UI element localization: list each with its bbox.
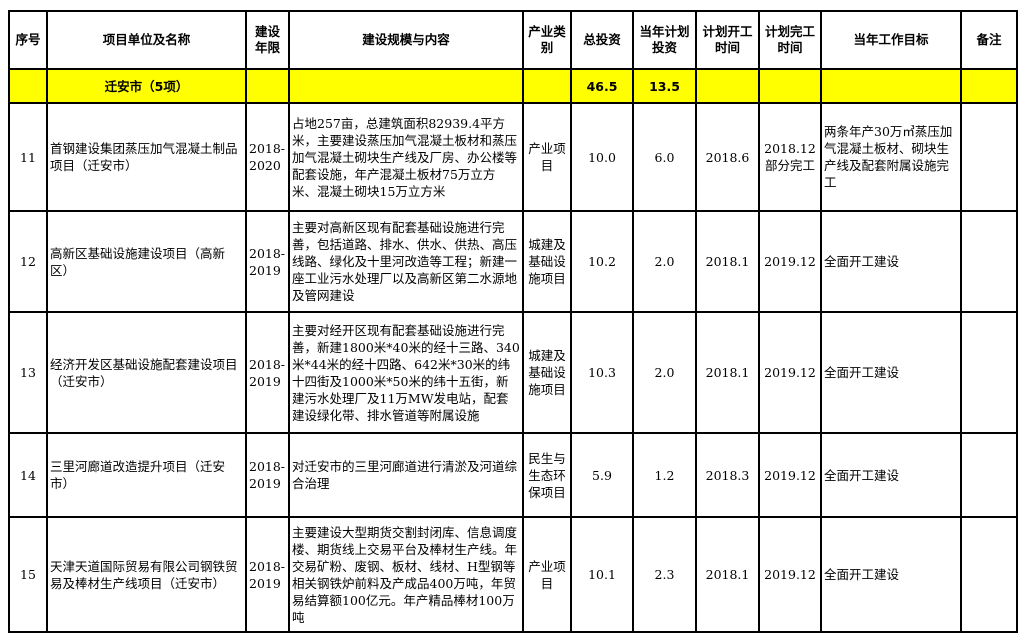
end-time: 2019.12 [758, 210, 822, 313]
note [960, 516, 1018, 633]
annual-investment: 6.0 [632, 102, 697, 212]
period: 2018-2019 [245, 210, 290, 313]
row-no: 12 [8, 210, 48, 313]
note [960, 432, 1018, 518]
header-name: 项目单位及名称 [46, 10, 247, 70]
category: 民生与生态环保项目 [522, 432, 572, 518]
category: 城建及基础设施项目 [522, 210, 572, 313]
end-time: 2019.12 [758, 311, 822, 434]
table-row: 13 经济开发区基础设施配套建设项目（迁安市） 2018-2019 主要对经开区现有配… [8, 311, 1018, 434]
header-no: 序号 [8, 10, 48, 70]
category: 城建及基础设施项目 [522, 311, 572, 434]
header-total: 总投资 [570, 10, 634, 70]
group-name: 迁安市（5项） [46, 68, 247, 104]
work-goal: 全面开工建设 [820, 516, 962, 633]
start-time: 2018.1 [695, 311, 760, 434]
total-investment: 5.9 [570, 432, 634, 518]
group-total: 46.5 [570, 68, 634, 104]
period: 2018-2019 [245, 311, 290, 434]
group-annual: 13.5 [632, 68, 697, 104]
header-goal: 当年工作目标 [820, 10, 962, 70]
annual-investment: 2.0 [632, 311, 697, 434]
content: 占地257亩，总建筑面积82939.4平方米，主要建设蒸压加气混凝土板材和蒸压加… [288, 102, 524, 212]
header-start: 计划开工时间 [695, 10, 760, 70]
period: 2018-2019 [245, 516, 290, 633]
project-name: 三里河廊道改造提升项目（迁安市） [46, 432, 247, 518]
row-no: 13 [8, 311, 48, 434]
total-investment: 10.2 [570, 210, 634, 313]
category: 产业项目 [522, 102, 572, 212]
work-goal: 全面开工建设 [820, 432, 962, 518]
category: 产业项目 [522, 516, 572, 633]
header-end: 计划完工时间 [758, 10, 822, 70]
work-goal: 全面开工建设 [820, 210, 962, 313]
project-name: 经济开发区基础设施配套建设项目（迁安市） [46, 311, 247, 434]
annual-investment: 1.2 [632, 432, 697, 518]
work-goal: 两条年产30万㎥蒸压加气混凝土板材、砌块生产线及配套附属设施完工 [820, 102, 962, 212]
note [960, 210, 1018, 313]
total-investment: 10.3 [570, 311, 634, 434]
header-content: 建设规模与内容 [288, 10, 524, 70]
table-row: 15 天津天道国际贸易有限公司钢铁贸易及棒材生产线项目（迁安市） 2018-2019… [8, 516, 1018, 633]
content: 对迁安市的三里河廊道进行清淤及河道综合治理 [288, 432, 524, 518]
content: 主要对高新区现有配套基础设施进行完善，包括道路、排水、供水、供热、高压线路、绿化… [288, 210, 524, 313]
group-row: 迁安市（5项） 46.5 13.5 [8, 68, 1018, 104]
note [960, 311, 1018, 434]
end-time: 2019.12 [758, 516, 822, 633]
row-no: 15 [8, 516, 48, 633]
end-time: 2018.12部分完工 [758, 102, 822, 212]
note [960, 102, 1018, 212]
header-row: 序号 项目单位及名称 建设年限 建设规模与内容 产业类别 总投资 当年计划投资 … [8, 10, 1018, 70]
start-time: 2018.1 [695, 210, 760, 313]
annual-investment: 2.3 [632, 516, 697, 633]
total-investment: 10.0 [570, 102, 634, 212]
table-row: 11 首钢建设集团蒸压加气混凝土制品项目（迁安市） 2018-2020 占地257亩，… [8, 102, 1018, 212]
header-annual: 当年计划投资 [632, 10, 697, 70]
content: 主要建设大型期货交割封闭库、信息调度楼、期货线上交易平台及棒材生产线。年交易矿粉… [288, 516, 524, 633]
start-time: 2018.1 [695, 516, 760, 633]
start-time: 2018.6 [695, 102, 760, 212]
project-name: 天津天道国际贸易有限公司钢铁贸易及棒材生产线项目（迁安市） [46, 516, 247, 633]
content: 主要对经开区现有配套基础设施进行完善，新建1800米*40米的经十三路、340米… [288, 311, 524, 434]
period: 2018-2019 [245, 432, 290, 518]
period: 2018-2020 [245, 102, 290, 212]
row-no: 14 [8, 432, 48, 518]
header-category: 产业类别 [522, 10, 572, 70]
end-time: 2019.12 [758, 432, 822, 518]
project-name: 高新区基础设施建设项目（高新区） [46, 210, 247, 313]
header-period: 建设年限 [245, 10, 290, 70]
row-no: 11 [8, 102, 48, 212]
start-time: 2018.3 [695, 432, 760, 518]
total-investment: 10.1 [570, 516, 634, 633]
work-goal: 全面开工建设 [820, 311, 962, 434]
table-row: 12 高新区基础设施建设项目（高新区） 2018-2019 主要对高新区现有配套基础设… [8, 210, 1018, 313]
project-table: 序号 项目单位及名称 建设年限 建设规模与内容 产业类别 总投资 当年计划投资 … [8, 10, 1018, 633]
header-note: 备注 [960, 10, 1018, 70]
project-name: 首钢建设集团蒸压加气混凝土制品项目（迁安市） [46, 102, 247, 212]
annual-investment: 2.0 [632, 210, 697, 313]
table-row: 14 三里河廊道改造提升项目（迁安市） 2018-2019 对迁安市的三里河廊道进行清… [8, 432, 1018, 518]
